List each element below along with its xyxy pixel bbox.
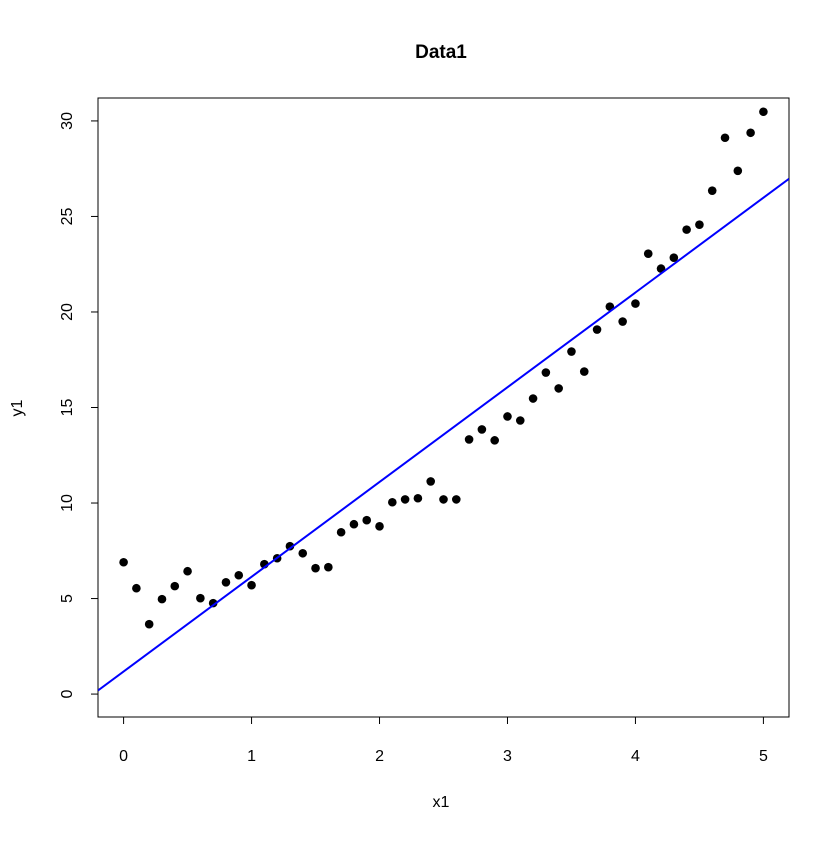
point (490, 436, 499, 445)
point (541, 368, 551, 377)
point (477, 425, 487, 434)
point (579, 367, 589, 376)
point (247, 580, 256, 590)
point (707, 186, 717, 195)
y-tick-label: 15 (59, 399, 76, 417)
point (733, 166, 743, 176)
point (451, 495, 461, 504)
point (349, 519, 359, 529)
y-tick-label: 5 (59, 594, 76, 603)
point (426, 477, 436, 486)
y-tick-label: 20 (59, 303, 76, 321)
point (682, 225, 691, 234)
point (759, 107, 768, 117)
point (631, 299, 640, 308)
y-tick-label: 0 (59, 690, 76, 699)
y-tick-label: 30 (59, 112, 76, 130)
point (464, 435, 474, 444)
point (388, 497, 397, 507)
y-tick-label: 25 (59, 207, 76, 225)
point (746, 128, 755, 138)
point (132, 583, 141, 593)
x-tick-label: 0 (119, 748, 128, 765)
point (375, 522, 384, 531)
point (362, 515, 372, 525)
point (669, 253, 679, 263)
x-tick-label: 5 (759, 748, 768, 765)
x-tick-label: 1 (247, 748, 256, 765)
y-axis-label: y1 (9, 399, 26, 416)
point (720, 133, 730, 143)
point (567, 347, 576, 356)
point (618, 317, 627, 326)
point (144, 619, 154, 629)
point (592, 325, 602, 334)
point (515, 416, 525, 425)
point (196, 593, 205, 603)
x-tick-label: 4 (631, 748, 640, 765)
point (528, 394, 538, 403)
point (554, 384, 563, 393)
y-tick-label: 10 (59, 494, 76, 512)
x-axis-label: x1 (433, 794, 450, 811)
point (439, 495, 448, 504)
point (157, 594, 167, 604)
x-tick-label: 3 (503, 748, 512, 765)
chart-title: Data1 (415, 42, 467, 63)
point (311, 563, 320, 573)
point (234, 570, 244, 580)
point (208, 598, 218, 608)
point (298, 548, 308, 558)
point (170, 581, 180, 591)
point (183, 566, 192, 576)
point (413, 493, 423, 503)
point (400, 495, 410, 504)
point (324, 562, 333, 572)
point (221, 578, 231, 587)
point (643, 249, 653, 259)
regression-line (98, 177, 789, 692)
point (695, 220, 704, 229)
x-tick-label: 2 (375, 748, 384, 765)
point (503, 412, 512, 421)
point (285, 541, 295, 551)
point (119, 557, 128, 567)
point (336, 527, 346, 537)
